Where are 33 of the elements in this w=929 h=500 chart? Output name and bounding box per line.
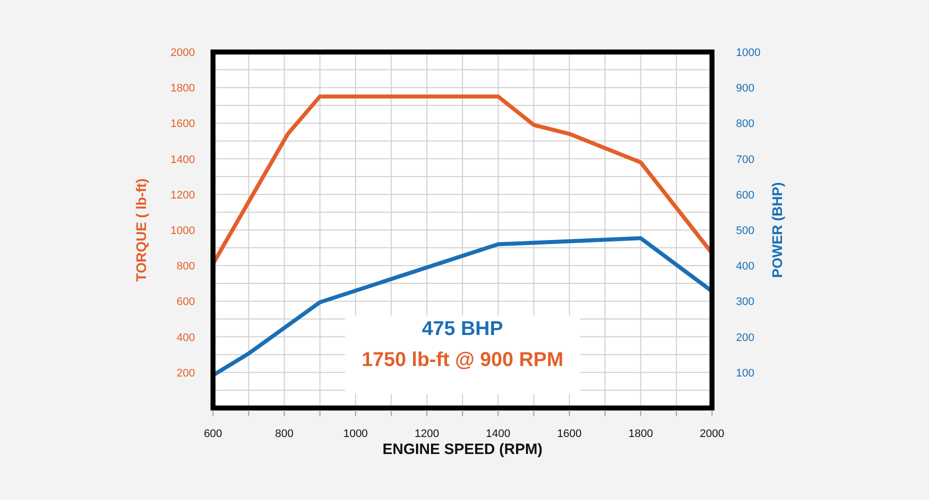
y-tick-label: 600 bbox=[176, 296, 195, 308]
annotation: 475 BHP bbox=[422, 318, 504, 340]
y-tick-label: 1600 bbox=[170, 118, 195, 130]
y2-tick-label: 400 bbox=[736, 260, 754, 273]
x-tick-label: 1800 bbox=[628, 428, 653, 440]
y-tick-label: 1000 bbox=[170, 225, 195, 237]
y2-tick-label: 100 bbox=[736, 367, 754, 380]
y-tick-label: 1200 bbox=[170, 189, 195, 202]
y2-tick-label: 700 bbox=[736, 154, 754, 166]
x-tick-label: 1400 bbox=[486, 428, 510, 440]
x-tick-label: 800 bbox=[275, 428, 294, 440]
y2-tick-label: 300 bbox=[736, 296, 754, 308]
x-tick-label: 2000 bbox=[700, 428, 724, 440]
y-tick-label: 400 bbox=[176, 332, 195, 344]
y2-tick-label: 200 bbox=[736, 332, 754, 344]
y-tick-label: 1800 bbox=[170, 82, 195, 95]
x-tick-label: 1200 bbox=[414, 428, 440, 440]
y-axis-title: TORQUE ( lb-ft) bbox=[133, 178, 149, 282]
y2-tick-label: 1000 bbox=[736, 47, 760, 59]
y2-tick-label: 900 bbox=[736, 82, 754, 95]
y2-axis-title: POWER (BHP) bbox=[769, 182, 785, 278]
x-axis-title: ENGINE SPEED (RPM) bbox=[382, 441, 543, 458]
y2-tick-label: 500 bbox=[736, 225, 754, 237]
y2-tick-label: 800 bbox=[736, 118, 754, 130]
x-tick-label: 600 bbox=[204, 428, 222, 440]
y2-tick-label: 600 bbox=[736, 189, 754, 202]
y-tick-label: 200 bbox=[176, 367, 195, 380]
annotation: 1750 lb-ft @ 900 RPM bbox=[362, 349, 564, 372]
x-tick-label: 1600 bbox=[557, 428, 582, 440]
y-tick-label: 800 bbox=[176, 260, 195, 273]
x-tick-label: 1000 bbox=[343, 428, 368, 440]
y-tick-label: 2000 bbox=[170, 47, 195, 59]
y-tick-label: 1400 bbox=[170, 154, 195, 166]
